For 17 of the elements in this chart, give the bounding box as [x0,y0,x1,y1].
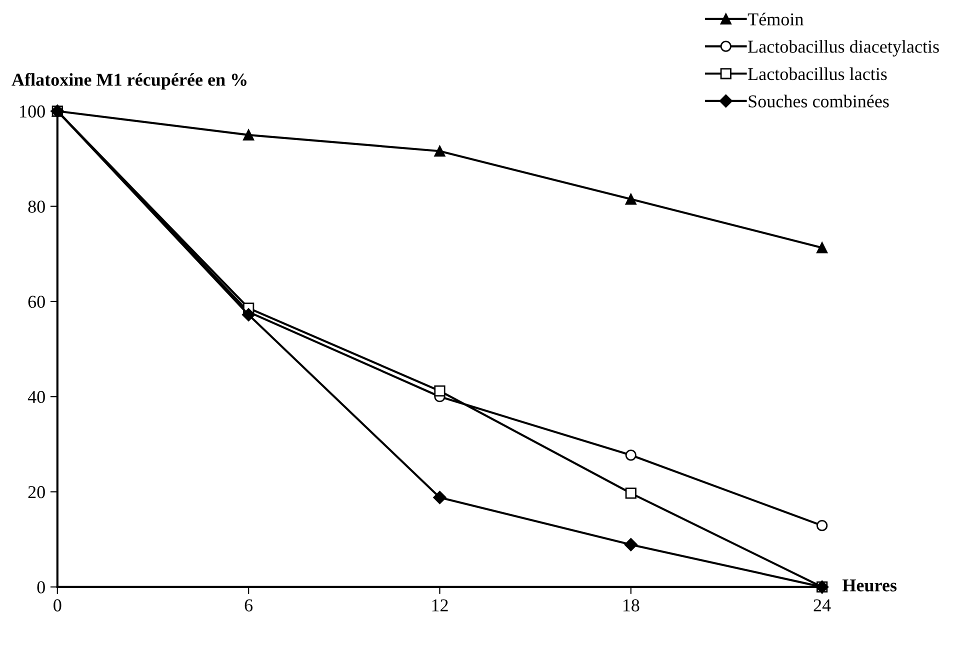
y-tick-label: 80 [28,200,45,213]
y-tick-label: 40 [28,390,45,404]
legend-label: Lactobacillus diacetylactis [748,40,939,56]
y-tick-label: 100 [20,105,45,118]
x-tick-label: 0 [54,599,62,612]
legend-label: Témoin [748,12,804,26]
y-tick-label: 20 [28,486,45,498]
x-tick-label: 24 [814,599,831,612]
y-axis-title: Aflatoxine M1 récupérée en % [12,72,246,90]
y-tick-label: 0 [37,581,45,594]
legend-label: Lactobacillus lactis [748,67,887,80]
legend-label: Souches combinées [748,94,889,108]
x-tick-label: 6 [244,599,253,612]
x-tick-label: 12 [432,599,448,612]
x-axis-title: Heures [842,579,897,592]
x-tick-label: 18 [623,599,640,612]
y-tick-label: 60 [28,296,45,308]
